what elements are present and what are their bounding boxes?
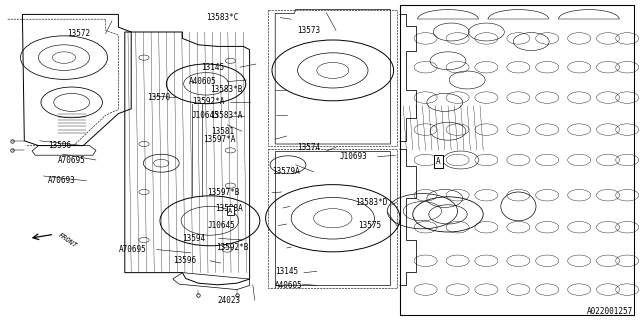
Text: A70695: A70695	[58, 156, 85, 164]
Text: 13594: 13594	[182, 234, 205, 243]
Text: 24023: 24023	[218, 296, 241, 305]
Text: 13579A: 13579A	[272, 167, 300, 176]
Text: J10693: J10693	[339, 152, 367, 161]
Text: J10645: J10645	[208, 221, 236, 230]
Text: 13583*D: 13583*D	[355, 198, 388, 207]
Text: 13145: 13145	[275, 267, 298, 276]
Text: FRONT: FRONT	[58, 232, 79, 249]
Text: A40605: A40605	[189, 77, 216, 86]
Text: 13573: 13573	[298, 26, 321, 35]
Text: 13583*B: 13583*B	[210, 85, 243, 94]
Text: A022001257: A022001257	[588, 307, 634, 316]
Text: A: A	[436, 157, 441, 166]
Text: 13583*C: 13583*C	[206, 13, 239, 22]
Text: A70693: A70693	[48, 176, 76, 185]
Text: A70695: A70695	[118, 245, 146, 254]
Text: 13575: 13575	[358, 221, 381, 230]
Text: 13581: 13581	[211, 127, 234, 136]
Text: 13570: 13570	[147, 93, 170, 102]
Text: 13592*B: 13592*B	[216, 244, 249, 252]
Text: 13597*B: 13597*B	[207, 188, 239, 197]
Text: 13583*A: 13583*A	[210, 111, 243, 120]
Text: A: A	[228, 208, 232, 213]
Text: 13592*A: 13592*A	[192, 97, 225, 106]
Text: 13574: 13574	[298, 143, 321, 152]
Text: 13145: 13145	[202, 63, 225, 72]
Text: 13588A: 13588A	[215, 204, 243, 212]
Text: A40605: A40605	[275, 281, 303, 290]
Text: J10645: J10645	[192, 111, 220, 120]
Text: 13572: 13572	[67, 29, 90, 38]
Text: 13596: 13596	[48, 141, 71, 150]
Text: 13597*A: 13597*A	[204, 135, 236, 144]
Text: 13596: 13596	[173, 256, 196, 265]
